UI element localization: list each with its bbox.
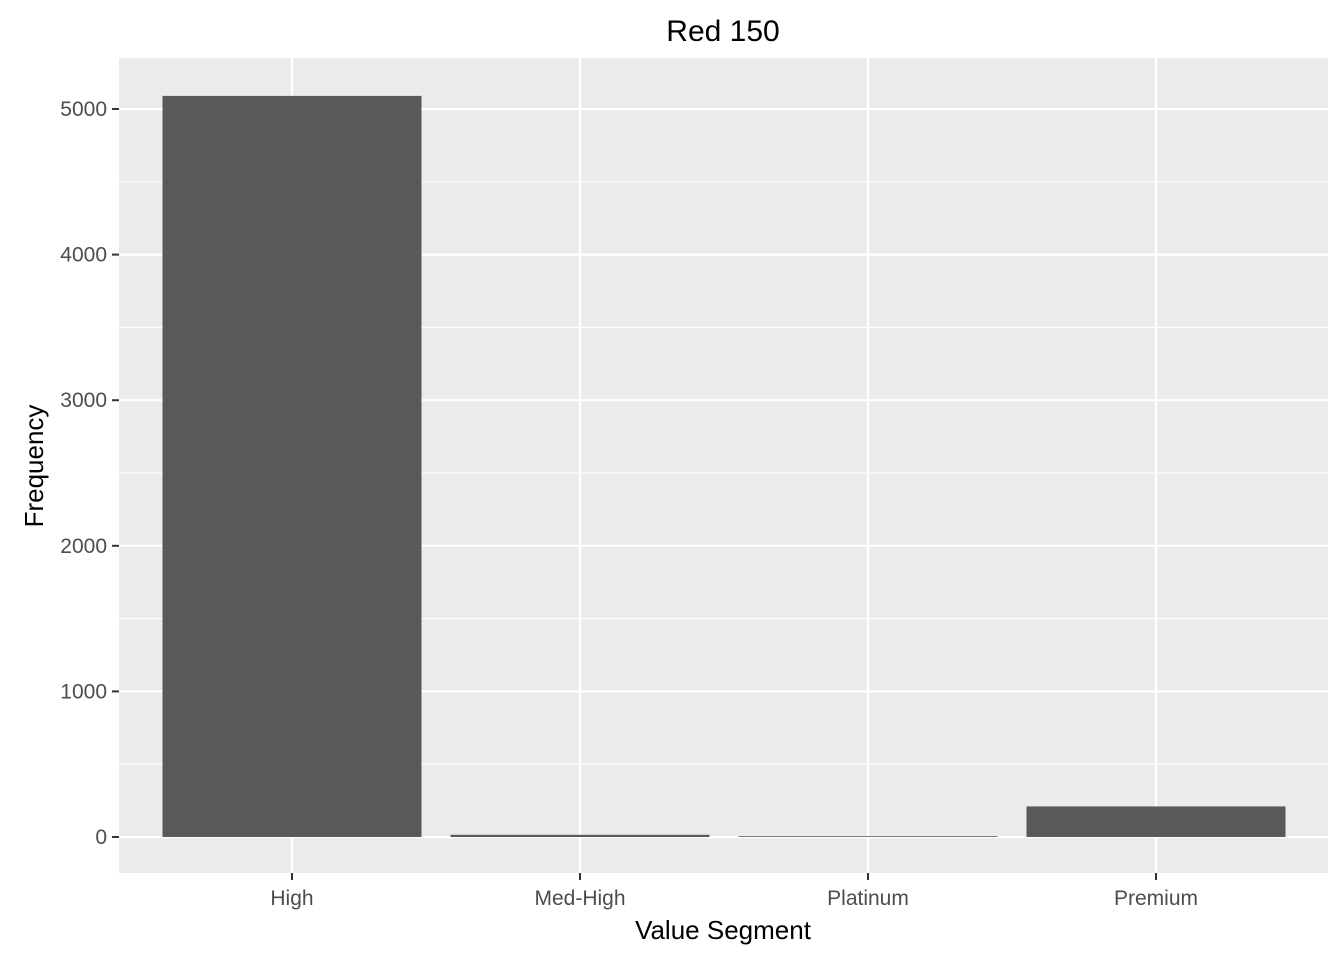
bar-med-high	[450, 834, 710, 837]
x-tick-label: Premium	[1114, 887, 1198, 910]
y-tick-label: 4000	[60, 244, 107, 267]
y-tick-label: 2000	[60, 535, 107, 558]
y-tick-label: 5000	[60, 98, 107, 121]
x-tick-label: High	[270, 887, 313, 910]
bars	[162, 95, 1286, 837]
y-tick-label: 1000	[60, 680, 107, 703]
x-tick-label: Platinum	[827, 887, 909, 910]
bar-platinum	[738, 836, 998, 837]
x-axis: High Med-High Platinum Premium	[270, 873, 1198, 910]
y-axis: 0 1000 2000 3000 4000 5000	[60, 98, 119, 849]
bar-high	[162, 95, 422, 837]
x-axis-title: Value Segment	[635, 915, 812, 945]
bar-premium	[1026, 806, 1286, 837]
y-axis-title: Frequency	[19, 405, 49, 528]
y-tick-label: 3000	[60, 389, 107, 412]
y-tick-label: 0	[95, 826, 107, 849]
chart-title: Red 150	[666, 15, 779, 48]
x-tick-label: Med-High	[534, 887, 625, 910]
